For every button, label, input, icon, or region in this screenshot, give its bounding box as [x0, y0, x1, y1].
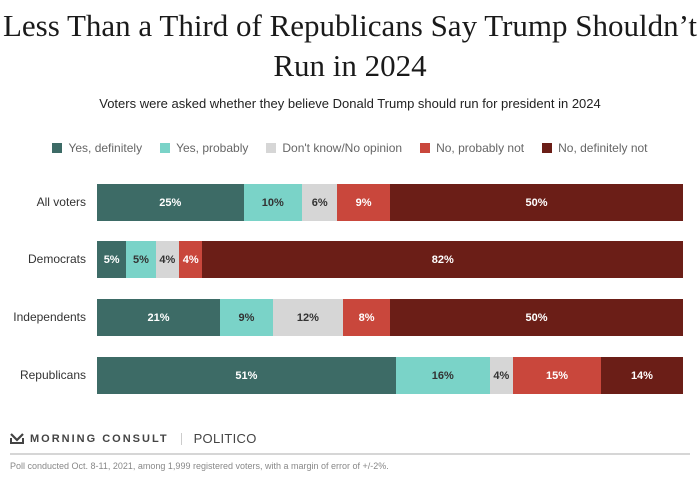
- legend-label: Don't know/No opinion: [282, 141, 403, 155]
- category-label: Democrats: [27, 252, 86, 266]
- data-label: 4%: [182, 253, 199, 266]
- data-label: 50%: [525, 196, 548, 209]
- morning-consult-logo-icon: [10, 433, 24, 444]
- bar-segment: 12%: [272, 299, 344, 336]
- bar-segment: 51%: [97, 357, 396, 394]
- data-label: 16%: [431, 369, 454, 382]
- bar-segment: 15%: [513, 357, 601, 394]
- data-label: 10%: [261, 196, 284, 209]
- bar-row: 51% 16% 4% 15% 14%: [97, 357, 683, 394]
- bar-segment: 4%: [179, 241, 203, 278]
- politico-brand: POLITICO: [193, 431, 257, 446]
- legend-item: No, definitely not: [542, 141, 648, 155]
- category-label: Republicans: [19, 368, 86, 382]
- legend-swatch: [160, 143, 171, 153]
- legend-item: Yes, definitely: [52, 141, 142, 155]
- data-label: 4%: [493, 369, 510, 382]
- chart-subtitle: Voters were asked whether they believe D…: [99, 96, 601, 111]
- brand-separator: [180, 432, 182, 445]
- chart-title: Less Than a Third of Republicans Say Tru…: [2, 8, 698, 83]
- bar-row: 21% 9% 12% 8% 50%: [97, 299, 683, 336]
- legend-item: No, probably not: [420, 141, 524, 155]
- morning-consult-brand: MORNING CONSULT: [30, 432, 169, 445]
- category-label: Independents: [13, 310, 86, 324]
- legend-swatch: [542, 143, 553, 153]
- bar-segment: 5%: [97, 241, 127, 278]
- bar-segment: 8%: [343, 299, 390, 336]
- bar-segment: 4%: [155, 241, 180, 278]
- data-label: 8%: [358, 311, 375, 324]
- data-label: 21%: [147, 311, 170, 324]
- data-label: 6%: [311, 196, 328, 209]
- data-label: 50%: [525, 311, 548, 324]
- bar-row: 25% 10% 6% 9% 50%: [97, 184, 683, 221]
- legend: Yes, definitely Yes, probably Don't know/N…: [0, 141, 700, 155]
- category-label: All voters: [36, 195, 86, 209]
- legend-swatch: [52, 143, 63, 153]
- legend-label: No, definitely not: [558, 141, 648, 155]
- data-label: 4%: [159, 253, 176, 266]
- bar-segment: 50%: [389, 184, 683, 221]
- legend-swatch: [266, 143, 277, 153]
- footer-logos: MORNING CONSULT POLITICO: [10, 431, 257, 446]
- legend-label: No, probably not: [436, 141, 525, 155]
- legend-item: Yes, probably: [160, 141, 248, 155]
- data-label: 9%: [355, 196, 372, 209]
- footnote: Poll conducted Oct. 8-11, 2021, among 1,…: [10, 461, 389, 471]
- bar-segment: 21%: [97, 299, 221, 336]
- data-label: 51%: [235, 369, 258, 382]
- data-label: 12%: [296, 311, 319, 324]
- bar-segment: 4%: [489, 357, 514, 394]
- legend-swatch: [420, 143, 431, 153]
- legend-label: Yes, probably: [176, 141, 249, 155]
- data-label: 82%: [431, 253, 454, 266]
- legend-item: Don't know/No opinion: [266, 141, 402, 155]
- bar-segment: 10%: [243, 184, 303, 221]
- bar-segment: 9%: [220, 299, 273, 336]
- data-label: 5%: [103, 253, 120, 266]
- bar-segment: 9%: [337, 184, 390, 221]
- bar-segment: 16%: [395, 357, 490, 394]
- footer-divider: [10, 453, 690, 455]
- bar-segment: 6%: [302, 184, 338, 221]
- legend-label: Yes, definitely: [68, 141, 143, 155]
- bar-segment: 50%: [389, 299, 683, 336]
- bar-segment: 25%: [97, 184, 244, 221]
- data-label: 5%: [132, 253, 149, 266]
- bar-row: 5% 5% 4% 4% 82%: [97, 241, 683, 278]
- bar-segment: 82%: [202, 241, 683, 278]
- data-label: 15%: [545, 369, 568, 382]
- data-label: 25%: [159, 196, 182, 209]
- bar-segment: 14%: [600, 357, 683, 394]
- data-label: 14%: [630, 369, 653, 382]
- data-label: 9%: [238, 311, 255, 324]
- bar-segment: 5%: [126, 241, 156, 278]
